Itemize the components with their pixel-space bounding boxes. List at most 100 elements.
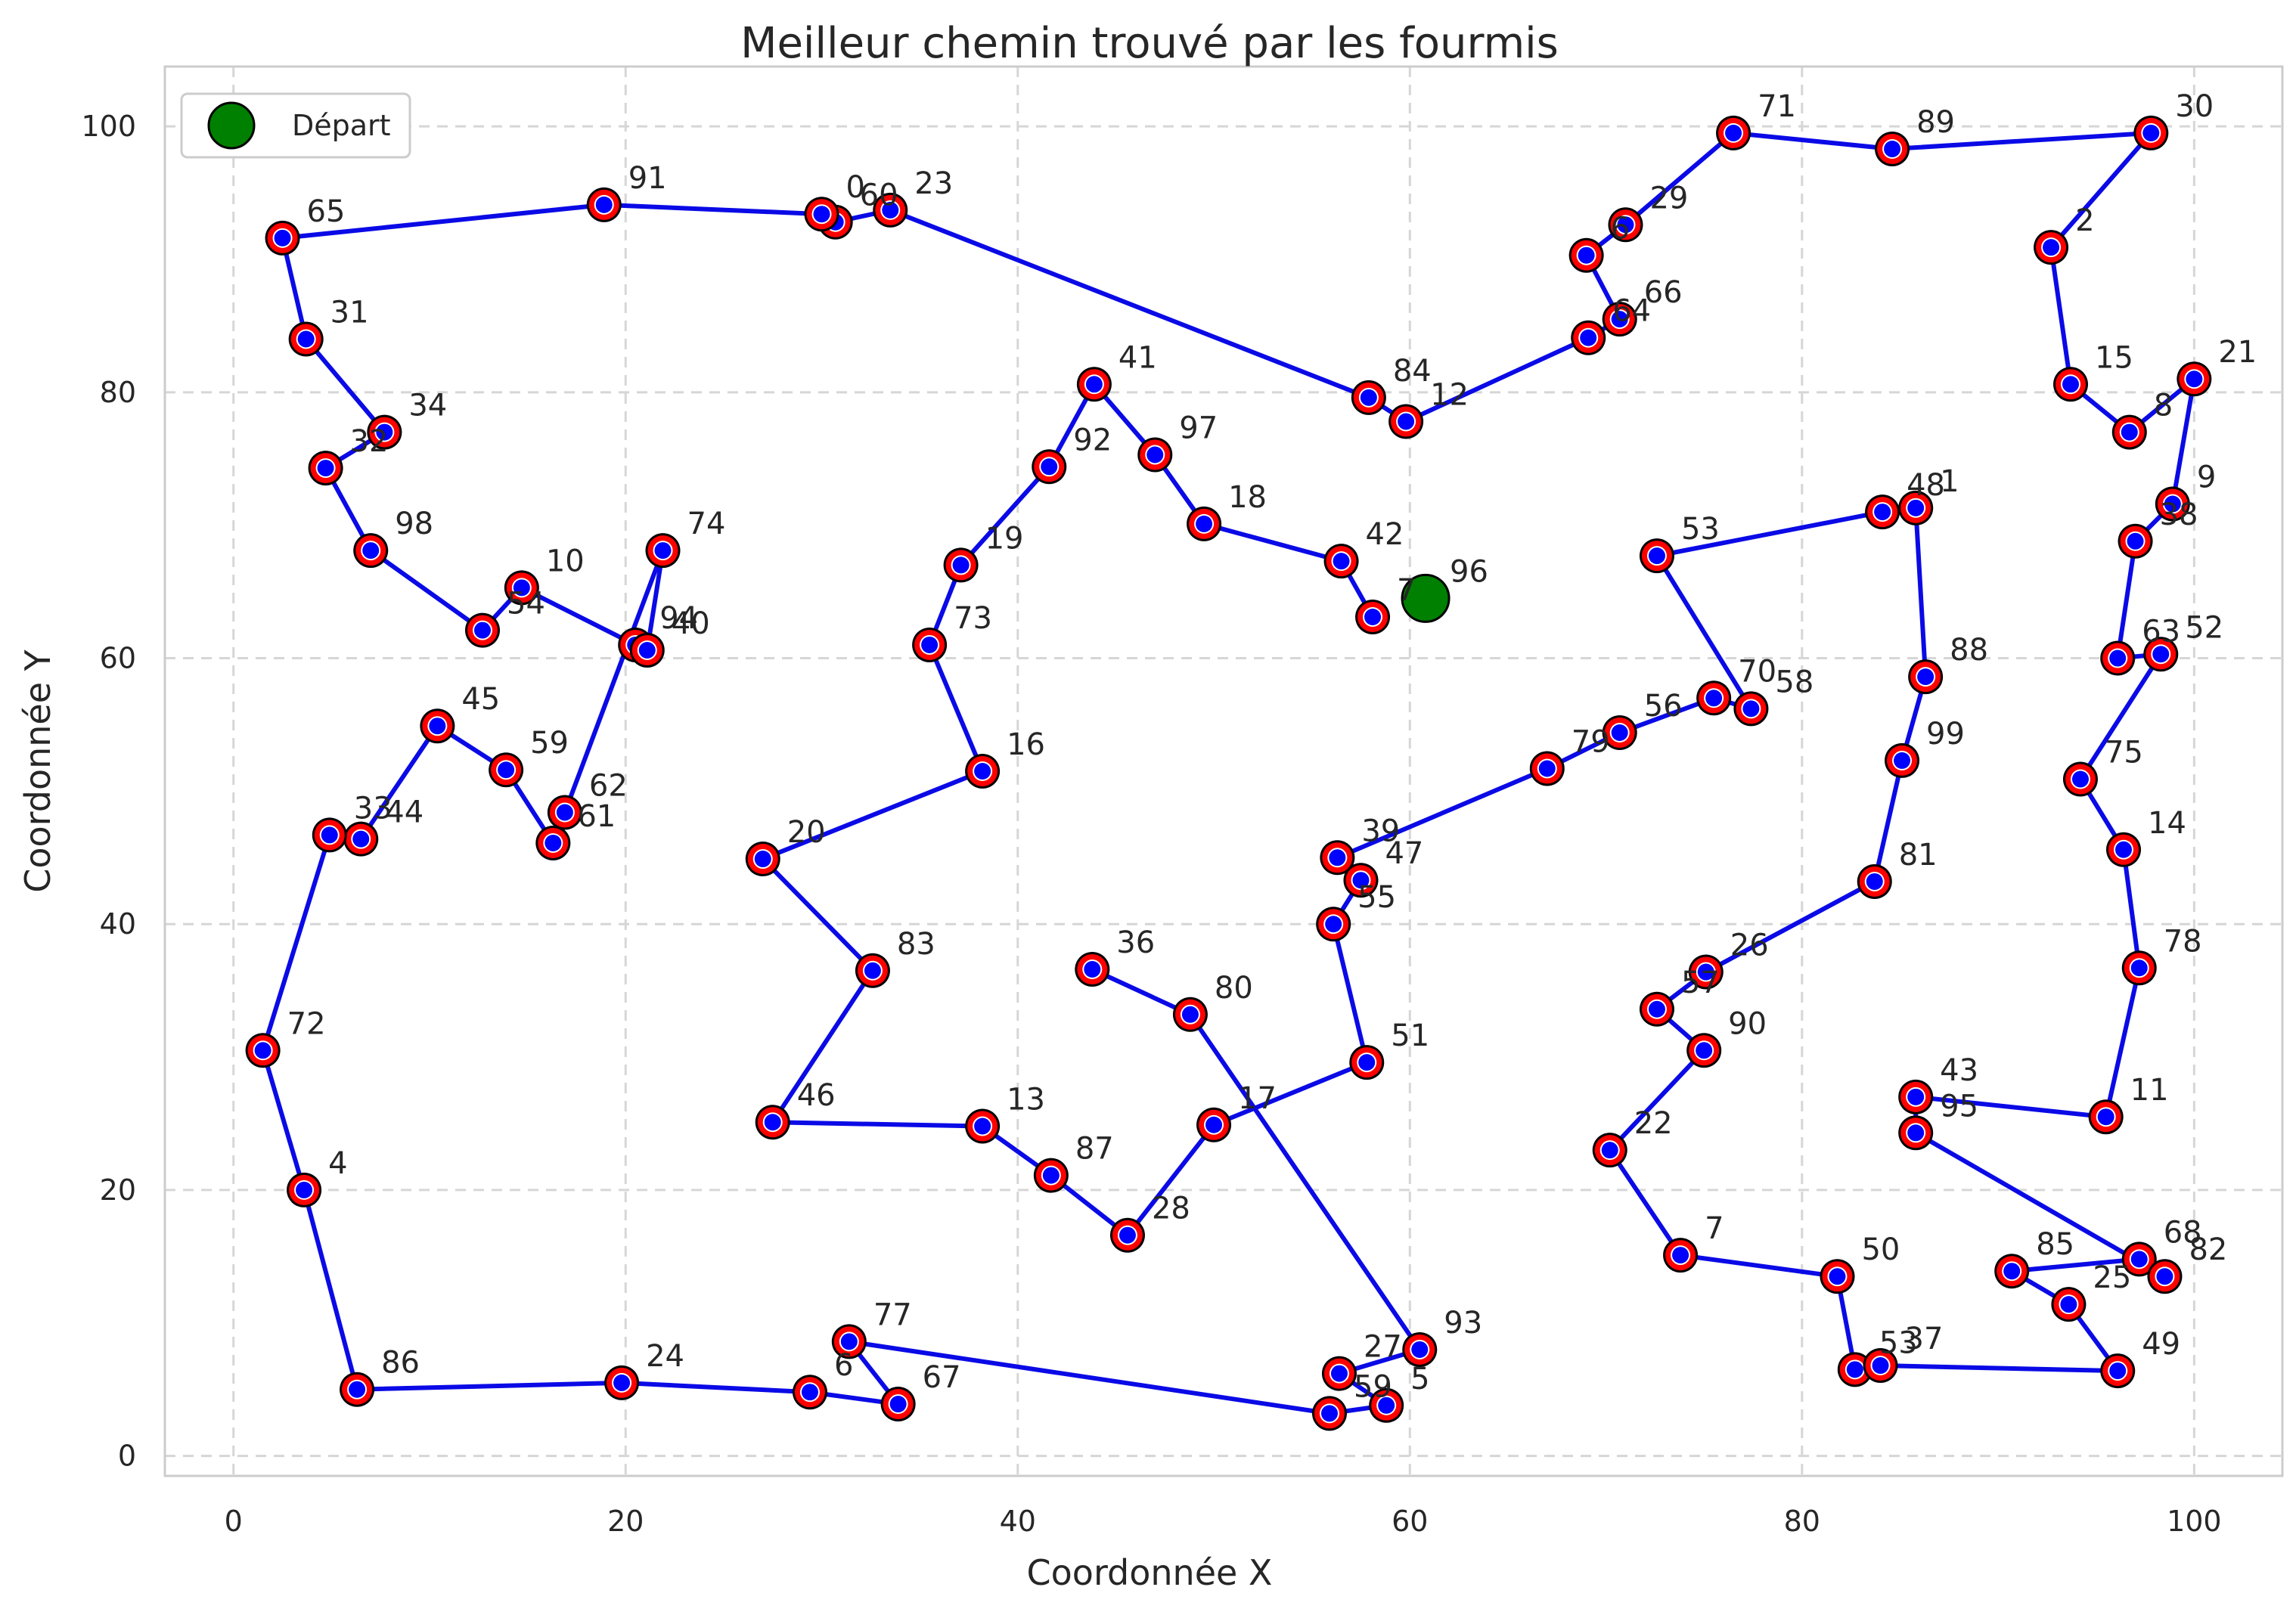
city-label: 72 [287,1006,326,1041]
city-label: 92 [1073,423,1112,457]
city-label: 88 [1950,633,1988,668]
path-segment [1913,505,1928,680]
city-label: 44 [385,795,424,830]
city-label: 21 [2218,335,2257,370]
city-label: 25 [2093,1260,2131,1295]
city-label: 6 [834,1348,853,1383]
city-node [831,1324,867,1359]
y-tick-label: 40 [100,907,136,941]
city-label: 18 [1228,480,1267,515]
path-segment [355,1380,625,1392]
city-label: 48 [1907,468,1945,503]
city-node [1402,1331,1438,1367]
city-label: 60 [860,178,898,213]
city-label: 61 [577,799,616,834]
city-node [943,547,979,583]
y-tick-label: 20 [100,1173,136,1207]
city-node [1187,506,1222,541]
city-label: 8 [2154,389,2173,423]
city-node [367,414,402,450]
city-node [1321,1356,1357,1391]
city-node [1639,538,1674,574]
city-label: 56 [1644,689,1683,724]
city-node [1602,302,1637,337]
city-label: 99 [1926,717,1965,752]
city-label: 27 [1364,1330,1402,1365]
city-label: 95 [1940,1089,1978,1124]
city-node [1351,380,1386,415]
city-label: 67 [923,1360,961,1395]
city-node [2111,414,2147,450]
city-label: 54 [507,587,545,622]
city-node [1857,863,1892,899]
city-node [1323,544,1359,579]
city-label: 17 [1238,1081,1277,1116]
path-segment [260,1048,307,1192]
city-label: 93 [1444,1306,1482,1341]
path-segment [1212,1060,1370,1127]
city-label: 30 [2175,89,2214,124]
path-segment [1090,967,1193,1017]
city-node [1320,840,1355,876]
city-label: 37 [1905,1322,1944,1356]
path-segment [1202,521,1344,564]
city-node [1033,1158,1069,1193]
city-node [1172,997,1208,1032]
legend-start-marker [207,101,256,150]
city-label: 55 [1357,880,1396,915]
city-label: 87 [1075,1132,1114,1167]
path-segment [760,769,985,862]
city-node [1602,715,1637,751]
path-segment [1731,130,1895,152]
city-node [287,1172,322,1207]
city-node [1109,1217,1145,1253]
city-node [1820,1259,1855,1294]
city-label: 58 [1775,665,1814,699]
city-label: 41 [1119,340,1157,375]
city-node [504,570,539,606]
city-node [2177,361,2212,397]
city-label: 10 [546,544,585,578]
city-label: 46 [797,1078,836,1113]
city-node [420,708,455,744]
path-segment [1913,1094,2108,1120]
city-label: 98 [395,507,433,541]
path-segment [2009,1257,2142,1274]
city-label: 40 [672,606,710,641]
city-label: 82 [2189,1232,2227,1267]
city-label: 26 [1730,928,1769,963]
city-label: 42 [1366,517,1404,552]
city-nodes [245,115,2212,1431]
path-segment [958,464,1052,568]
city-label: 81 [1899,838,1938,873]
city-node [1312,1396,1347,1431]
path-segment [2049,245,2073,387]
city-node [1688,954,1724,990]
city-node [1863,1348,1898,1384]
city-label: 19 [985,521,1024,556]
city-node [312,817,347,853]
city-node [2088,1099,2124,1135]
city-node [880,1387,916,1422]
city-node [1349,1045,1385,1080]
city-node [745,842,780,877]
x-tick-label: 80 [1784,1505,1820,1538]
city-label: 53 [1879,1325,1918,1360]
city-label: 57 [1681,966,1720,1000]
city-node [1837,1352,1872,1387]
city-node [1355,600,1391,635]
path-segment [601,202,824,217]
city-label: 0 [846,170,865,205]
city-node [1733,691,1769,727]
city-label: 66 [1644,275,1683,310]
city-node [1388,404,1424,439]
city-label: 70 [1738,654,1776,689]
x-tick-label: 40 [1000,1505,1036,1538]
city-node [2121,950,2157,986]
city-label: 49 [2142,1327,2180,1362]
city-label: 80 [1215,971,1253,1006]
city-label: 7 [1397,573,1416,608]
city-label: 32 [350,424,389,459]
city-node [912,627,948,662]
path-segment [2170,377,2197,507]
